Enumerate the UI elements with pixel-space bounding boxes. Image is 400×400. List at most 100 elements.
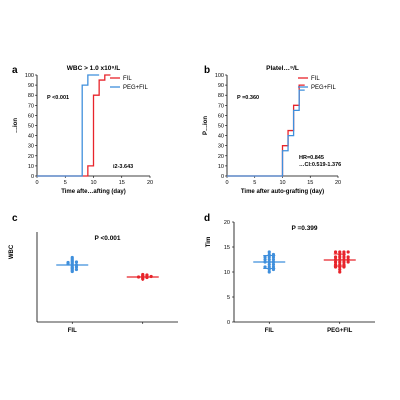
- data-point-peg-fil: [342, 262, 346, 267]
- y-tick-label: 0: [227, 320, 230, 326]
- data-point-fil: [66, 260, 70, 265]
- data-point-peg-fil: [333, 260, 338, 264]
- data-point-fil: [263, 265, 267, 269]
- data-point-fil: [271, 262, 276, 267]
- x-tick-label: FIL: [68, 328, 77, 334]
- series-line-peg-fil: [227, 89, 305, 177]
- y-tick-label: 30: [28, 144, 34, 150]
- x-tick-label: FIL: [265, 328, 274, 334]
- y-tick-label: 0: [31, 174, 34, 180]
- panel-letter: b: [204, 65, 210, 76]
- y-axis-label: Tim: [206, 237, 212, 248]
- data-point-fil: [70, 269, 74, 274]
- data-point-fil: [70, 257, 74, 261]
- data-point-peg-fil: [346, 250, 350, 254]
- y-tick-label: 80: [218, 93, 224, 99]
- panel-a: a WBC > 1.0 x10⁹/L 0 10 20 30 40 50 60 70 80 90 100 0…: [12, 65, 153, 195]
- hr-annotation: …CI:0.519-1.376: [299, 162, 341, 168]
- data-point-peg-fil: [333, 255, 338, 259]
- y-tick-label: 80: [28, 93, 34, 99]
- y-axis-label: …ion: [13, 118, 19, 133]
- y-tick-label: 20: [224, 220, 230, 226]
- x-tick-label: 5: [64, 180, 67, 186]
- x-tick-label: 20: [335, 180, 341, 186]
- y-tick-label: 100: [215, 73, 224, 79]
- panel-letter: a: [12, 65, 18, 76]
- data-point-fil: [74, 260, 79, 264]
- data-point-peg-fil: [333, 262, 338, 267]
- y-tick-label: 70: [218, 103, 224, 109]
- x-tick-label: 10: [279, 180, 285, 186]
- panel-c: c P <0.001 WBC FIL: [9, 213, 178, 334]
- y-tick-label: 10: [28, 164, 34, 170]
- data-point-fil: [74, 267, 79, 272]
- x-axis-label: Time after auto-grafting (day): [241, 189, 324, 195]
- x-tick-label: 10: [90, 180, 96, 186]
- y-tick-label: 40: [218, 134, 224, 140]
- y-tick-label: 60: [28, 113, 34, 119]
- panel-letter: c: [12, 213, 18, 224]
- y-tick-label: 10: [224, 270, 230, 276]
- x-tick-label: 20: [147, 180, 153, 186]
- y-tick-label: 0: [221, 174, 224, 180]
- data-point-fil: [263, 257, 267, 262]
- y-tick-label: 30: [218, 144, 224, 150]
- y-tick-label: 20: [28, 154, 34, 160]
- panel-b: b Platel…⁹/L 0 10 20 30 40 50 60 70 80 90 100 0 5 10 15 2…: [203, 65, 341, 195]
- data-point-fil: [267, 250, 271, 254]
- data-point-peg-fil: [342, 260, 346, 264]
- chart-title: Platel…⁹/L: [266, 65, 299, 72]
- data-point-peg-fil: [338, 250, 342, 254]
- x-axis-label: Time afte…afting (day): [61, 189, 126, 195]
- data-point-fil: [271, 257, 276, 262]
- legend-label: FIL: [311, 76, 320, 82]
- y-tick-label: 50: [28, 124, 34, 130]
- y-tick-label: 20: [218, 154, 224, 160]
- y-axis-label: WBC: [9, 244, 15, 259]
- panel-d: d P =0.399 0 5 10 15 20 Tim FIL PEG+FIL: [204, 213, 375, 334]
- data-point-peg-fil: [342, 255, 346, 259]
- p-value-label: P =0.399: [291, 225, 317, 232]
- data-point-peg-fil: [338, 267, 342, 272]
- y-tick-label: 70: [28, 103, 34, 109]
- legend-label: FIL: [123, 76, 132, 82]
- data-point-fil: [74, 265, 79, 269]
- x-tick-label: 15: [307, 180, 313, 186]
- legend-label: PEG+FIL: [123, 85, 149, 91]
- x-tick-label: 5: [253, 180, 256, 186]
- series-line-fil: [37, 74, 111, 177]
- y-tick-label: 50: [218, 124, 224, 130]
- data-point-peg-fil: [346, 260, 350, 264]
- p-value-label: P <0.001: [94, 235, 120, 242]
- p-value-label: P =0.360: [237, 95, 259, 101]
- data-point-fil: [263, 255, 267, 259]
- data-point-fil: [267, 270, 271, 274]
- x-tick-label: PEG+FIL: [327, 328, 353, 334]
- data-point-peg-fil: [333, 250, 338, 254]
- data-point-peg-fil: [338, 270, 342, 274]
- y-axis-label: P…ion: [203, 116, 209, 135]
- data-point-peg-fil: [342, 250, 346, 254]
- chart-title: WBC > 1.0 x10⁹/L: [67, 65, 121, 72]
- data-point-fil: [271, 265, 276, 269]
- panel-letter: d: [204, 213, 210, 224]
- y-tick-label: 10: [218, 164, 224, 170]
- p-value-label: P <0.001: [47, 95, 69, 101]
- data-point-fil: [271, 255, 276, 259]
- data-point-peg-fil: [145, 273, 149, 277]
- x-tick-label: 0: [225, 180, 228, 186]
- y-tick-label: 40: [28, 134, 34, 140]
- y-tick-label: 15: [224, 245, 230, 251]
- y-tick-label: 90: [218, 83, 224, 89]
- x-tick-label: 15: [119, 180, 125, 186]
- y-tick-label: 5: [227, 295, 230, 301]
- legend-label: PEG+FIL: [311, 85, 337, 91]
- series-line-peg-fil: [37, 74, 100, 177]
- y-tick-label: 100: [25, 73, 34, 79]
- data-point-peg-fil: [346, 255, 350, 259]
- y-tick-label: 60: [218, 113, 224, 119]
- hr-annotation: i2-3.643: [113, 164, 133, 170]
- y-tick-label: 90: [28, 83, 34, 89]
- hr-annotation: HR=0.845: [299, 155, 324, 161]
